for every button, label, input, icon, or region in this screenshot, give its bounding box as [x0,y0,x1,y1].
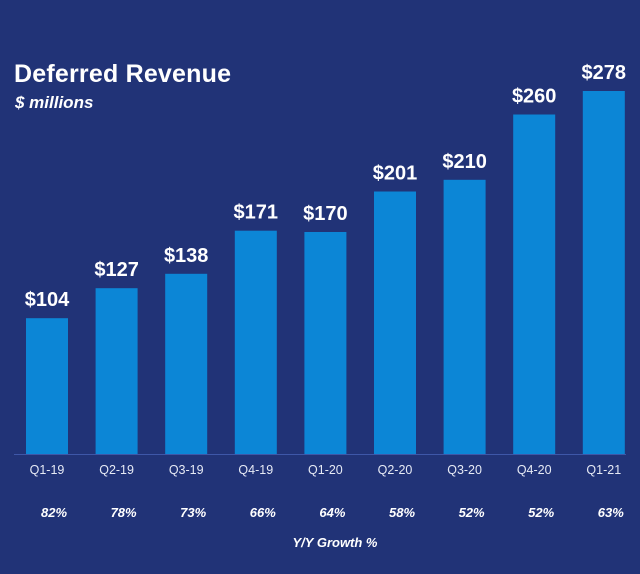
bar-Q4-20 [513,114,556,454]
growth-axis-label: Y/Y Growth % [292,535,378,550]
bar-Q3-20 [443,179,486,455]
value-label-Q2-19: $127 [94,259,139,281]
bar-Q2-20 [374,191,416,454]
x-tick-label-Q1-20: Q1-20 [308,463,343,477]
growth-label-Q1-19: 82% [41,505,67,520]
chart-subtitle: $ millions [15,93,94,112]
x-tick-label-Q2-20: Q2-20 [378,463,413,477]
growth-label-Q3-20: 52% [459,505,485,520]
x-tick-label-Q4-19: Q4-19 [238,463,273,477]
x-tick-label-Q4-20: Q4-20 [517,463,552,477]
growth-label-Q1-21: 63% [598,505,624,520]
value-label-Q3-19: $138 [164,245,209,267]
bar-Q1-20 [304,232,347,454]
growth-label-Q4-19: 66% [250,505,276,520]
growth-label-Q1-20: 64% [319,505,345,520]
chart-title: Deferred Revenue [14,60,232,88]
value-label-Q3-20: $210 [442,151,487,173]
growth-label-Q2-20: 58% [389,505,415,520]
x-tick-label-Q2-19: Q2-19 [99,463,134,477]
bar-Q1-19 [26,318,68,454]
x-tick-label-Q3-19: Q3-19 [169,463,204,477]
value-label-Q1-21: $278 [582,62,627,84]
bar-Q4-19 [234,230,277,454]
x-tick-label-Q1-19: Q1-19 [30,463,65,477]
bar-Q3-19 [165,273,208,454]
growth-label-Q3-19: 73% [180,505,206,520]
bar-Q2-19 [95,288,138,454]
value-label-Q1-19: $104 [25,289,70,311]
x-tick-label-Q1-21: Q1-21 [586,463,621,477]
growth-label-Q4-20: 52% [528,505,554,520]
growth-label-Q2-19: 78% [111,505,137,520]
value-label-Q4-19: $171 [234,202,279,224]
value-label-Q1-20: $170 [303,203,348,225]
x-tick-label-Q3-20: Q3-20 [447,463,482,477]
value-label-Q2-20: $201 [373,163,418,185]
bar-Q1-21 [582,91,625,454]
value-label-Q4-20: $260 [512,86,557,108]
